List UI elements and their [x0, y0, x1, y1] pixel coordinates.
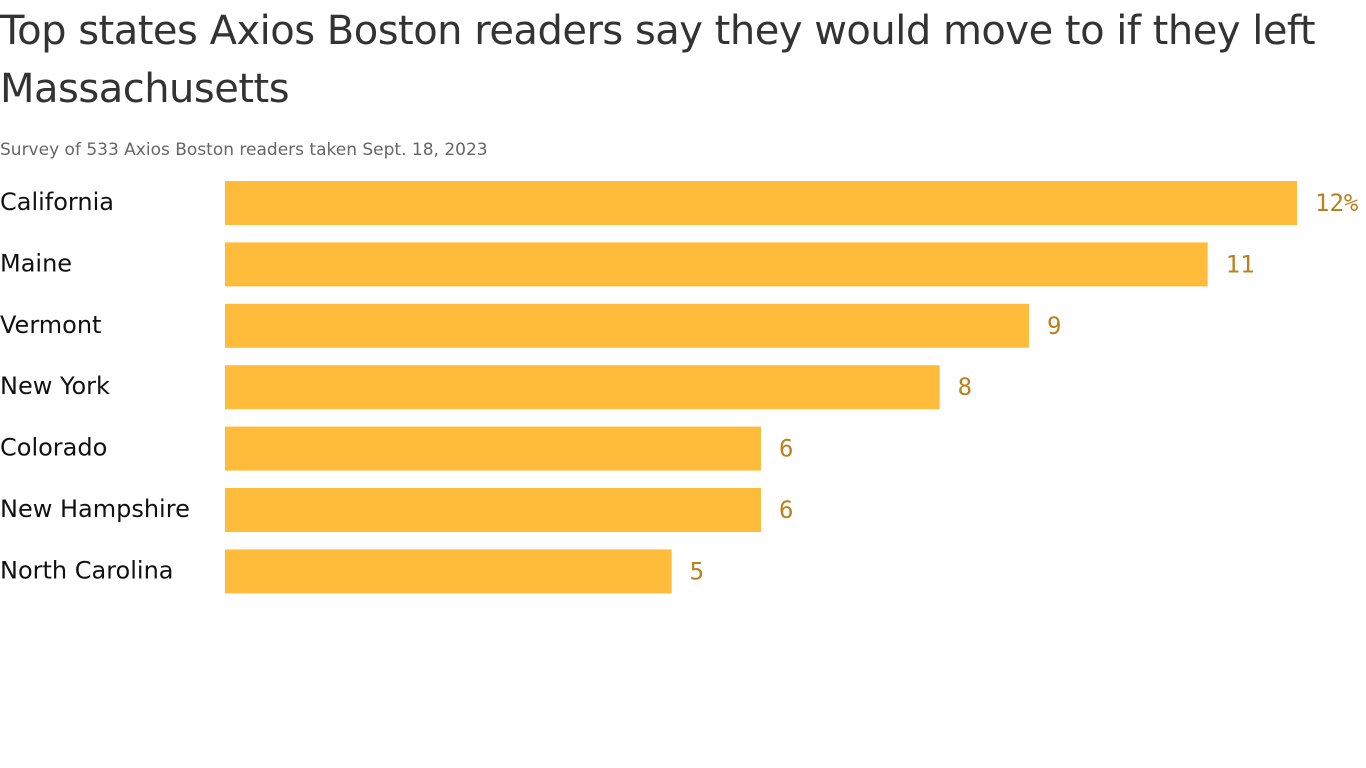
bar: [225, 426, 761, 471]
chart-title: Top states Axios Boston readers say they…: [0, 8, 1315, 112]
bar: [225, 488, 761, 532]
category-label: Maine: [0, 249, 72, 277]
value-label: 8: [958, 373, 972, 401]
value-label: 12%: [1315, 189, 1359, 217]
value-label: 5: [690, 557, 704, 585]
bar: [225, 365, 940, 410]
category-label: North Carolina: [0, 556, 174, 584]
category-label: Vermont: [0, 311, 101, 339]
category-label: New Hampshire: [0, 495, 190, 523]
category-label: New York: [0, 372, 110, 400]
bar: [225, 181, 1297, 225]
bar: [225, 549, 672, 594]
chart-subtitle: Survey of 533 Axios Boston readers taken…: [0, 140, 488, 160]
value-label: 11: [1226, 250, 1255, 278]
bar: [225, 242, 1208, 287]
category-label: California: [0, 188, 114, 216]
value-label: 6: [779, 496, 793, 524]
category-label: Colorado: [0, 434, 107, 462]
bar: [225, 303, 1029, 348]
value-label: 9: [1047, 312, 1061, 340]
value-label: 6: [779, 435, 793, 463]
